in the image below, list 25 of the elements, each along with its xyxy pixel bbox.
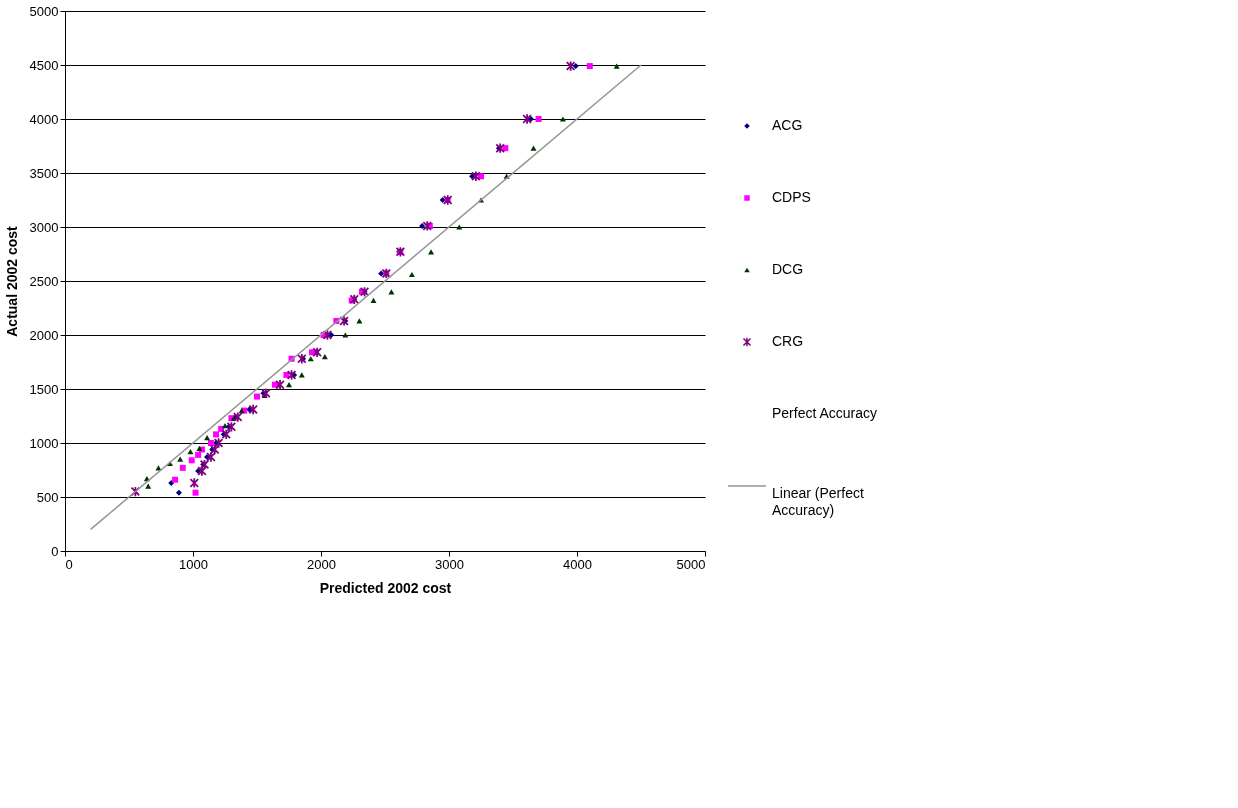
x-tick-label: 0 [65, 556, 73, 572]
x-tick-label: 3000 [435, 556, 464, 572]
x-tick-label: 4000 [563, 556, 592, 572]
x-tick-label: 2000 [307, 556, 336, 572]
x-tick-label: 5000 [676, 556, 706, 572]
y-tick-label: 500 [36, 489, 59, 505]
legend-label: Linear (Perfect Accuracy) [772, 485, 864, 518]
y-tick-label: 1500 [29, 381, 59, 397]
x-tick-label: 1000 [179, 556, 208, 572]
legend-label: CRG [772, 333, 804, 349]
y-tick-label: 3000 [29, 219, 59, 235]
legend-label: DCG [772, 261, 804, 277]
y-tick-label: 3500 [29, 165, 59, 181]
y-axis-title: Actual 2002 cost [3, 225, 20, 337]
y-tick-label: 4000 [29, 111, 59, 127]
legend-label: ACG [772, 117, 803, 133]
y-tick-label: 1000 [29, 435, 59, 451]
y-tick-label: 5000 [29, 3, 59, 19]
x-axis-title: Predicted 2002 cost [319, 579, 452, 596]
y-tick-label: 2000 [29, 327, 59, 343]
legend-label: CDPS [772, 189, 811, 205]
y-tick-label: 4500 [29, 57, 59, 73]
text: Perfect Accuracy [772, 405, 878, 421]
y-tick-label: 2500 [29, 273, 59, 289]
y-tick-label: 0 [51, 543, 59, 559]
